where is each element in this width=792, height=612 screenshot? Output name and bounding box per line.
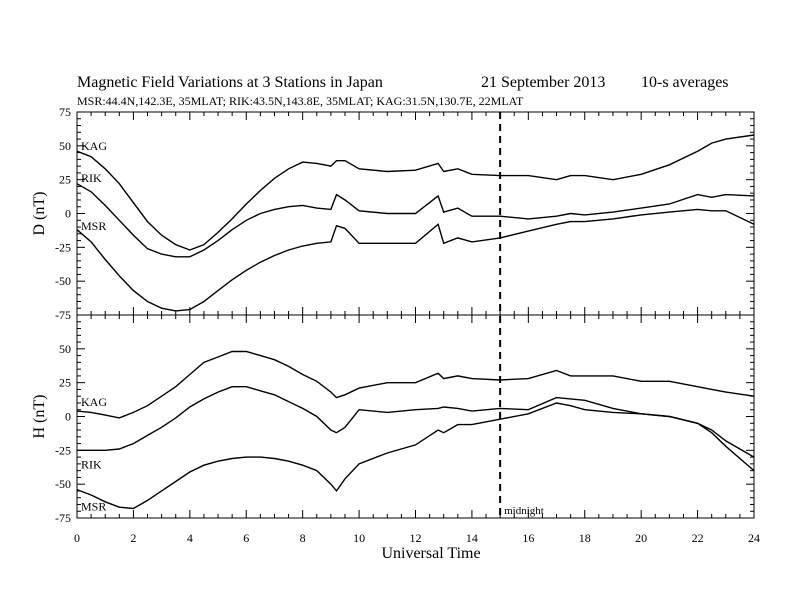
chart-title: Magnetic Field Variations at 3 Stations … <box>77 74 383 91</box>
x-tick-label: 8 <box>300 531 306 545</box>
chart-averaging: 10-s averages <box>641 74 729 91</box>
series-line-msr <box>76 208 755 312</box>
series-label-msr: MSR <box>81 499 106 513</box>
x-tick-label: 12 <box>410 531 422 545</box>
x-tick-label: 16 <box>522 531 534 545</box>
y-tick-label: 50 <box>59 342 71 356</box>
series-label-rik: RIK <box>81 171 102 185</box>
x-tick-label: 0 <box>74 531 80 545</box>
y-tick-label: -50 <box>55 477 71 491</box>
x-tick-label: 2 <box>130 531 136 545</box>
y-tick-label: 50 <box>59 139 71 153</box>
y-tick-label: -25 <box>55 240 71 254</box>
series-line-msr <box>76 402 755 510</box>
y-axis-label: D (nT) <box>31 192 48 236</box>
series-line-rik <box>77 386 755 458</box>
y-tick-label: -75 <box>55 308 71 322</box>
y-axis-label: H (nT) <box>31 395 48 439</box>
x-tick-label: 18 <box>579 531 591 545</box>
y-tick-label: 25 <box>59 173 71 187</box>
x-tick-label: 20 <box>635 531 647 545</box>
x-axis-label: Universal Time <box>381 545 480 562</box>
x-tick-label: 6 <box>243 531 249 545</box>
x-tick-label: 4 <box>187 531 193 545</box>
h-component-panel: 50 25 0 -25 -50 -75 H (nT) KAG RIK MSR <box>31 314 755 525</box>
series-label-msr: MSR <box>81 219 106 233</box>
midnight-label: midnight <box>504 505 544 517</box>
chart-subtitle: MSR:44.4N,142.3E, 35MLAT; RIK:43.5N,143.… <box>77 94 524 108</box>
chart-date: 21 September 2013 <box>481 74 605 91</box>
y-tick-label: -25 <box>55 443 71 457</box>
y-tick-label: -75 <box>55 511 71 525</box>
series-label-kag: KAG <box>81 395 107 409</box>
series-label-rik: RIK <box>81 457 102 471</box>
y-tick-label: 0 <box>65 410 71 424</box>
d-component-panel: 75 50 25 0 -25 -50 -75 D (nT) KAG RIK MSR <box>31 105 755 322</box>
y-tick-label: 0 <box>65 207 71 221</box>
x-axis: 0 2 4 6 8 10 12 14 16 18 20 22 24 <box>74 531 760 545</box>
series-line-kag <box>76 350 755 419</box>
y-tick-label: 25 <box>59 376 71 390</box>
x-tick-label: 22 <box>692 531 704 545</box>
series-line-kag <box>76 134 755 251</box>
x-tick-label: 10 <box>353 531 365 545</box>
y-tick-label: 75 <box>59 105 71 119</box>
x-tick-label: 14 <box>466 531 478 545</box>
x-tick-label: 24 <box>748 531 760 545</box>
y-tick-label: -50 <box>55 274 71 288</box>
series-label-kag: KAG <box>81 139 107 153</box>
series-line-rik <box>76 183 755 258</box>
